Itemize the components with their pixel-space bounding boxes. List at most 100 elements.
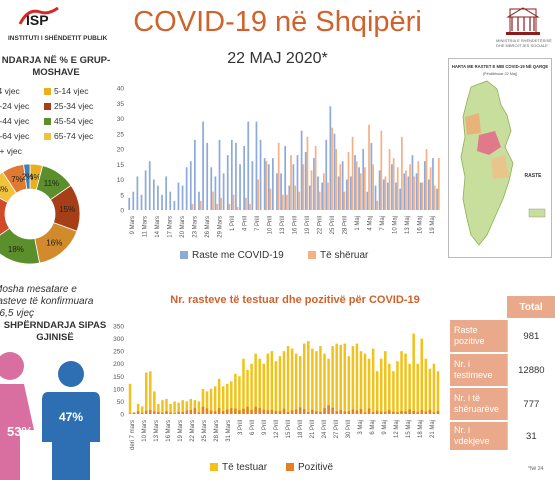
- bar-series-a: [255, 121, 258, 210]
- row-label: Raste pozitive: [450, 319, 508, 354]
- bar-series-a: [202, 121, 204, 210]
- y-tick-label: 10: [117, 177, 125, 184]
- table-row: Raste pozitive 981: [450, 319, 555, 354]
- bar-series-a: [214, 176, 217, 210]
- x-tick-label: 13 Prill: [280, 216, 286, 234]
- x-tick-label: 12 Prill: [274, 420, 280, 438]
- bar-series-b: [363, 412, 367, 414]
- bar-series-b: [388, 410, 391, 414]
- bar-series-a: [221, 386, 225, 414]
- report-date: 22 MAJ 2020*: [227, 50, 328, 67]
- bar-series-b: [401, 136, 403, 210]
- bar-series-a: [274, 361, 278, 414]
- x-tick-label: 9 Mars: [130, 216, 136, 234]
- bar-series-b: [315, 411, 318, 414]
- footnote: *Në 24: [528, 466, 544, 472]
- x-tick-label: 10 Maj: [392, 216, 398, 234]
- bar-series-b: [189, 409, 193, 414]
- bar-series-a: [153, 391, 156, 414]
- bar-series-a: [230, 139, 233, 210]
- bar-series-b: [209, 410, 213, 414]
- y-tick-label: 25: [117, 131, 125, 138]
- bar-series-a: [308, 185, 311, 210]
- bar-series-a: [258, 358, 261, 414]
- bar-series-a: [262, 363, 265, 414]
- bar-series-a: [384, 351, 387, 414]
- bar-series-a: [396, 361, 399, 414]
- bar-series-a: [311, 348, 314, 414]
- bar-series-a: [247, 121, 250, 210]
- bar-series-b: [412, 410, 415, 414]
- tests-positive-chart: 0 50 100 150 200 250 300 350 deri 7 mars 10 Mars 1…: [113, 324, 440, 473]
- bar-series-a: [169, 403, 172, 414]
- bar-series-a: [362, 149, 365, 210]
- bar-series-b: [238, 410, 241, 414]
- bar-series-b: [201, 406, 205, 414]
- male-figure-icon: 47%: [42, 361, 100, 480]
- bar-series-a: [144, 372, 148, 414]
- bar-series-b: [254, 406, 257, 414]
- table-header-total: Total: [507, 296, 555, 320]
- row-label: Nr. i vdekjeve: [450, 421, 508, 452]
- donut-label: 2%: [22, 173, 34, 182]
- y-tick-label: 250: [113, 349, 124, 356]
- legend-swatch: [44, 88, 51, 95]
- bar-series-a: [367, 358, 371, 414]
- age-legend-item: 5-14 vjec: [44, 86, 89, 96]
- bar-series-b: [153, 411, 156, 414]
- bar-series-b: [405, 170, 407, 210]
- map-legend-label: RASTE: [525, 173, 543, 179]
- stats-table: Total Raste pozitive 981 Nr. i testimeve…: [450, 296, 555, 452]
- bar-series-a: [323, 353, 326, 414]
- bar-series-b: [197, 412, 201, 414]
- bar-series-b: [266, 410, 270, 414]
- bar-series-a: [213, 386, 217, 414]
- bar-series-b: [278, 410, 282, 414]
- bar-series-a: [205, 391, 209, 414]
- bar-series-a: [359, 351, 363, 414]
- bar-series-a: [181, 185, 184, 210]
- bar-series-b: [212, 191, 214, 210]
- bar-series-a: [395, 182, 397, 210]
- bar-series-a: [292, 164, 295, 210]
- bar-series-a: [128, 383, 132, 414]
- bar-series-b: [339, 164, 342, 210]
- logo-text: ISP: [26, 12, 49, 28]
- map-elbasan-region: [491, 155, 509, 179]
- bar-series-b: [384, 411, 387, 414]
- bar-series-b: [217, 408, 221, 414]
- bar-series-a: [298, 356, 302, 414]
- bar-series-b: [294, 185, 296, 210]
- albania-map-graphic: HARTA ME RASTET E MBI COVID-19 NË QARQE …: [452, 64, 548, 246]
- legend-label: 15-24 vjec: [0, 101, 30, 111]
- bar-series-b: [286, 411, 290, 414]
- donut-label: 7%: [11, 175, 23, 184]
- bar-series-a: [140, 406, 144, 414]
- bar-series-b: [432, 412, 436, 414]
- age-legend-item: 35-44 vjec: [0, 116, 29, 126]
- x-tick-label: 21 Prill: [310, 420, 316, 438]
- x-tick-label: 12 Maj: [394, 420, 400, 438]
- bar-series-a: [294, 353, 298, 414]
- bar-series-b: [355, 161, 358, 210]
- y-tick-label: 30: [117, 116, 125, 123]
- bar-series-b: [230, 408, 233, 414]
- x-tick-label: 21 Maj: [430, 420, 436, 438]
- bar-series-b: [375, 410, 379, 414]
- bar-series-b: [199, 200, 202, 210]
- row-value: 12880: [506, 353, 555, 388]
- bar-series-b: [232, 194, 235, 210]
- bar-series-b: [388, 149, 391, 210]
- bar-series-b: [331, 127, 333, 210]
- bar-series-a: [329, 106, 332, 210]
- bar-series-a: [194, 139, 196, 210]
- age-legend-item: 75+ vjec: [0, 146, 22, 156]
- bar-series-b: [220, 197, 223, 210]
- bar-series-a: [354, 155, 356, 210]
- bar-series-b: [355, 410, 359, 414]
- legend-swatch: [210, 463, 218, 471]
- bar-series-b: [216, 203, 218, 210]
- donut-label: 11%: [44, 179, 59, 188]
- bar-series-a: [388, 363, 391, 414]
- bar-series-b: [436, 410, 440, 414]
